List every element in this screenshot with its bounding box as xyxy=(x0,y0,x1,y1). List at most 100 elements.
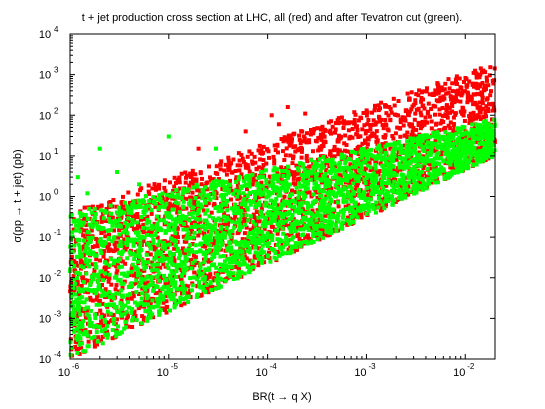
point xyxy=(355,145,360,150)
point xyxy=(214,196,219,201)
point xyxy=(228,178,232,183)
point xyxy=(328,197,333,202)
point xyxy=(174,269,179,274)
point xyxy=(397,161,402,166)
point xyxy=(247,198,252,203)
point xyxy=(267,155,271,160)
point xyxy=(113,322,118,327)
point xyxy=(489,102,494,107)
point xyxy=(257,143,262,148)
point xyxy=(287,133,292,138)
point xyxy=(303,234,308,239)
point xyxy=(422,106,427,111)
point xyxy=(279,247,283,252)
point xyxy=(111,313,116,318)
point xyxy=(72,313,77,318)
point xyxy=(295,233,300,238)
point xyxy=(289,228,294,233)
point xyxy=(282,212,287,217)
point xyxy=(463,131,468,136)
point xyxy=(237,186,241,191)
point xyxy=(155,235,160,240)
point xyxy=(75,279,80,284)
point xyxy=(238,243,243,248)
point xyxy=(96,283,101,288)
point xyxy=(256,148,261,153)
point xyxy=(317,213,322,218)
point xyxy=(388,117,393,122)
point xyxy=(203,275,207,280)
point xyxy=(292,170,297,175)
point xyxy=(82,216,87,221)
point xyxy=(216,179,221,184)
point xyxy=(319,198,324,203)
point xyxy=(120,293,124,298)
point xyxy=(80,222,85,227)
point xyxy=(111,321,116,326)
point xyxy=(413,98,418,103)
point xyxy=(378,191,382,196)
point xyxy=(222,188,227,192)
point xyxy=(440,113,445,118)
point xyxy=(243,201,248,206)
point xyxy=(202,278,207,283)
point xyxy=(85,333,90,338)
point xyxy=(130,202,135,207)
point xyxy=(137,283,141,288)
point xyxy=(201,223,206,228)
point xyxy=(261,163,266,167)
point xyxy=(89,321,94,325)
point xyxy=(323,213,328,218)
point xyxy=(105,258,110,263)
point xyxy=(288,141,293,146)
point xyxy=(218,276,223,281)
point xyxy=(153,291,158,296)
point xyxy=(351,159,356,164)
point xyxy=(261,158,266,162)
point xyxy=(246,234,251,239)
point xyxy=(247,149,252,154)
point xyxy=(187,247,191,252)
point xyxy=(313,138,318,143)
point xyxy=(486,83,491,88)
point xyxy=(310,221,315,226)
point xyxy=(366,137,371,142)
point xyxy=(363,159,368,164)
point xyxy=(400,115,405,120)
point xyxy=(487,123,492,128)
point xyxy=(207,234,212,239)
point xyxy=(118,212,123,217)
point xyxy=(84,330,89,335)
point xyxy=(236,177,241,182)
point xyxy=(243,162,248,167)
point xyxy=(354,183,359,187)
point xyxy=(390,183,395,188)
point xyxy=(253,204,258,209)
point xyxy=(133,254,138,258)
point xyxy=(308,211,313,215)
point xyxy=(285,136,290,141)
point xyxy=(465,91,470,96)
point xyxy=(99,219,104,224)
point xyxy=(259,260,264,265)
point xyxy=(303,111,308,116)
point xyxy=(119,252,124,257)
point xyxy=(75,237,80,242)
point xyxy=(156,271,161,276)
point xyxy=(331,213,336,218)
point xyxy=(76,225,81,230)
point xyxy=(360,166,364,171)
point xyxy=(306,201,311,206)
point xyxy=(200,196,205,201)
point xyxy=(254,227,258,232)
point xyxy=(235,196,240,201)
point xyxy=(92,341,97,346)
point xyxy=(190,190,195,195)
point xyxy=(194,177,199,182)
point xyxy=(142,303,146,307)
point xyxy=(158,250,163,255)
point xyxy=(382,206,387,211)
point xyxy=(81,287,86,292)
point xyxy=(248,202,253,207)
point xyxy=(338,209,343,214)
